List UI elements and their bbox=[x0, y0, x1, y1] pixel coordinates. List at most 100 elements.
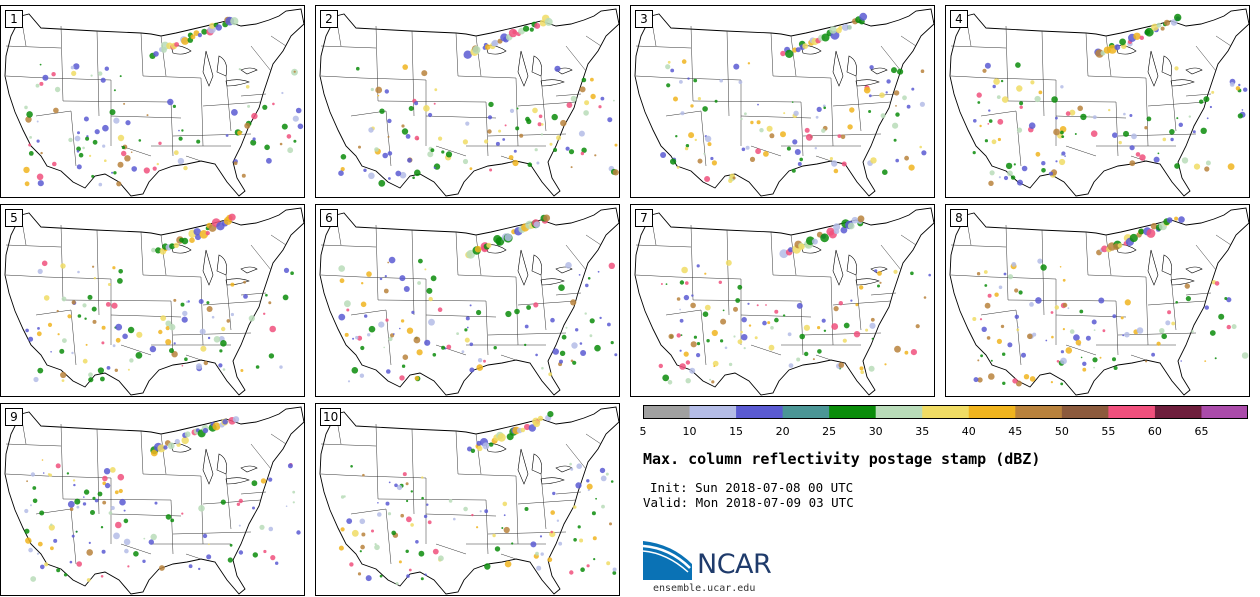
reflectivity-echo bbox=[272, 102, 275, 106]
reflectivity-echo bbox=[56, 568, 61, 573]
reflectivity-echo bbox=[379, 574, 383, 578]
reflectivity-echo bbox=[690, 302, 696, 309]
reflectivity-echo bbox=[988, 109, 991, 112]
reflectivity-echo bbox=[115, 521, 122, 529]
reflectivity-echo bbox=[840, 226, 848, 234]
reflectivity-echo bbox=[35, 83, 40, 88]
state-border bbox=[1015, 309, 1022, 366]
reflectivity-echo bbox=[568, 149, 575, 155]
reflectivity-echo bbox=[973, 119, 977, 123]
reflectivity-echo bbox=[534, 148, 538, 152]
state-border bbox=[800, 300, 804, 356]
reflectivity-echo bbox=[589, 318, 595, 324]
reflectivity-echo bbox=[188, 564, 193, 569]
reflectivity-echo bbox=[39, 81, 44, 86]
reflectivity-echo bbox=[559, 359, 563, 364]
state-border bbox=[160, 35, 167, 77]
state-border bbox=[457, 473, 517, 477]
reflectivity-echo bbox=[587, 277, 591, 280]
reflectivity-echo bbox=[512, 30, 517, 35]
reflectivity-echo bbox=[1174, 163, 1180, 169]
reflectivity-echo bbox=[240, 369, 244, 372]
state-border bbox=[172, 332, 252, 336]
state-border bbox=[475, 234, 482, 276]
reflectivity-echo bbox=[63, 573, 68, 577]
reflectivity-echo bbox=[544, 17, 553, 26]
reflectivity-echo bbox=[977, 359, 980, 362]
reflectivity-echo bbox=[689, 367, 696, 374]
reflectivity-echo bbox=[1017, 326, 1020, 329]
reflectivity-echo bbox=[118, 269, 123, 274]
reflectivity-echo bbox=[606, 561, 611, 566]
state-border bbox=[475, 35, 482, 77]
colorbar-tick-label: 55 bbox=[1101, 425, 1116, 438]
reflectivity-echo bbox=[569, 462, 572, 466]
reflectivity-echo bbox=[432, 548, 439, 555]
reflectivity-echo bbox=[36, 331, 42, 337]
conus-reflectivity-map bbox=[634, 207, 934, 396]
reflectivity-echo bbox=[614, 353, 618, 357]
reflectivity-echo bbox=[702, 311, 709, 317]
reflectivity-echo bbox=[550, 530, 553, 534]
reflectivity-echo bbox=[972, 317, 977, 321]
reflectivity-echo bbox=[550, 510, 555, 515]
reflectivity-echo bbox=[1163, 19, 1171, 26]
reflectivity-echo bbox=[759, 128, 764, 133]
reflectivity-echo bbox=[973, 377, 979, 383]
reflectivity-echo bbox=[97, 491, 103, 497]
reflectivity-echo bbox=[119, 498, 126, 506]
reflectivity-echo bbox=[1156, 341, 1161, 346]
state-border bbox=[487, 133, 567, 137]
state-border bbox=[1087, 274, 1147, 278]
reflectivity-echo bbox=[42, 74, 49, 81]
reflectivity-echo bbox=[1174, 13, 1182, 22]
reflectivity-echo bbox=[1085, 335, 1091, 341]
reflectivity-echo bbox=[685, 378, 691, 384]
reflectivity-echo bbox=[683, 351, 689, 357]
conus-reflectivity-map bbox=[319, 8, 619, 197]
reflectivity-echo bbox=[117, 161, 124, 168]
colorbar-segment bbox=[922, 405, 970, 419]
state-border bbox=[830, 276, 834, 346]
member-number-label: 6 bbox=[320, 209, 338, 227]
reflectivity-echo bbox=[104, 159, 107, 162]
reflectivity-echo bbox=[1014, 288, 1019, 293]
reflectivity-echo bbox=[37, 180, 44, 187]
reflectivity-echo bbox=[1079, 309, 1084, 314]
reflectivity-echo bbox=[1156, 22, 1162, 28]
reflectivity-echo bbox=[1139, 154, 1146, 161]
state-border bbox=[96, 428, 100, 515]
state-border bbox=[250, 443, 272, 470]
reflectivity-echo bbox=[371, 529, 374, 533]
colorbar-tick-label: 30 bbox=[868, 425, 883, 438]
reflectivity-echo bbox=[552, 491, 556, 496]
reflectivity-echo bbox=[445, 151, 453, 158]
reflectivity-echo bbox=[73, 483, 76, 487]
reflectivity-echo bbox=[338, 545, 344, 551]
reflectivity-echo bbox=[43, 295, 50, 301]
reflectivity-echo bbox=[529, 27, 534, 32]
reflectivity-echo bbox=[710, 156, 714, 161]
reflectivity-echo bbox=[691, 294, 694, 297]
state-border bbox=[270, 433, 287, 445]
reflectivity-echo bbox=[384, 275, 387, 278]
reflectivity-echo bbox=[101, 549, 106, 554]
reflectivity-echo bbox=[123, 538, 131, 546]
colorbar-tick-label: 45 bbox=[1008, 425, 1023, 438]
state-border bbox=[1105, 234, 1112, 276]
reflectivity-echo bbox=[1003, 272, 1007, 276]
state-border bbox=[802, 332, 882, 336]
reflectivity-echo bbox=[402, 472, 407, 477]
reflectivity-echo bbox=[614, 143, 618, 147]
reflectivity-echo bbox=[432, 353, 437, 357]
reflectivity-echo bbox=[679, 80, 683, 84]
reflectivity-echo bbox=[923, 296, 927, 299]
reflectivity-echo bbox=[989, 170, 995, 176]
reflectivity-echo bbox=[658, 363, 663, 369]
reflectivity-echo bbox=[838, 25, 843, 31]
reflectivity-echo bbox=[996, 338, 1002, 344]
reflectivity-echo bbox=[796, 357, 801, 362]
state-border bbox=[800, 101, 804, 157]
reflectivity-echo bbox=[1035, 297, 1042, 304]
reflectivity-echo bbox=[472, 45, 481, 54]
